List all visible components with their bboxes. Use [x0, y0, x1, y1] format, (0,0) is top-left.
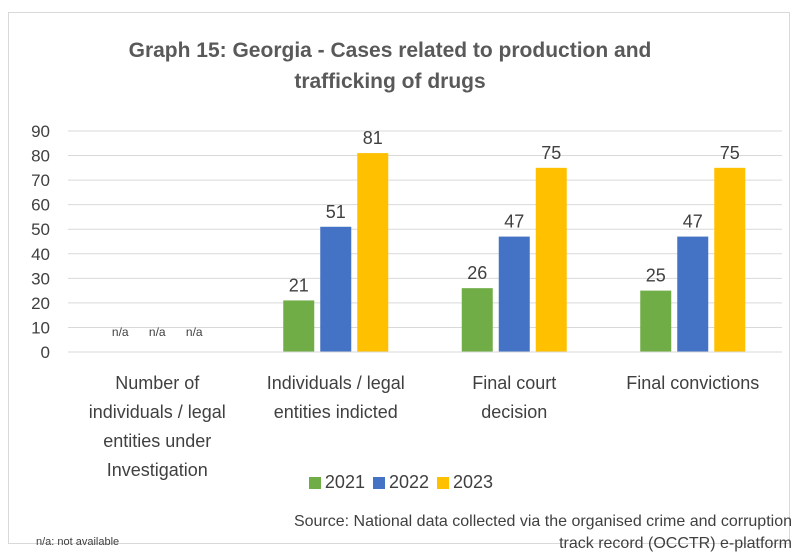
- legend-label-2021: 2021: [324, 472, 365, 492]
- legend-swatch-2021: [308, 476, 321, 489]
- data-label: 51: [326, 202, 346, 222]
- data-label: 26: [467, 263, 487, 283]
- y-tick-label: 20: [31, 294, 50, 313]
- y-tick-label: 40: [31, 245, 50, 264]
- y-tick-label: 70: [31, 171, 50, 190]
- x-category-label: Final convictions: [626, 373, 759, 393]
- y-tick-label: 50: [31, 220, 50, 239]
- legend-item-2023: 2023: [437, 472, 493, 493]
- bar: [498, 236, 530, 352]
- legend-swatch-2022: [372, 476, 385, 489]
- chart-legend: 2021 2022 2023: [0, 472, 802, 493]
- bar: [461, 288, 493, 352]
- x-category-label: entities indicted: [274, 402, 398, 422]
- footnote: n/a: not available: [36, 536, 120, 548]
- x-category-label: entities under: [103, 431, 211, 451]
- bar: [640, 290, 672, 352]
- bar: [677, 236, 709, 352]
- x-category-label: Number of: [115, 373, 200, 393]
- data-label: 81: [363, 128, 383, 148]
- y-tick-label: 90: [31, 122, 50, 141]
- bar: [283, 300, 315, 352]
- y-tick-label: 80: [31, 147, 50, 166]
- legend-item-2022: 2022: [372, 472, 430, 493]
- data-label: 25: [646, 266, 666, 286]
- x-category-label: Investigation: [107, 460, 208, 480]
- bar: [714, 167, 746, 352]
- x-category-label: decision: [481, 402, 547, 422]
- data-label: 47: [504, 212, 524, 232]
- x-category-label: Final court: [472, 373, 556, 393]
- source-note: Source: National data collected via the …: [293, 513, 792, 552]
- legend-label-2022: 2022: [388, 472, 430, 492]
- y-tick-label: 30: [31, 269, 50, 288]
- data-label-na: n/a: [112, 325, 129, 339]
- y-tick-label: 60: [31, 196, 50, 215]
- data-label-na: n/a: [186, 325, 203, 339]
- data-label: 21: [289, 275, 309, 295]
- legend-label-2023: 2023: [453, 472, 494, 492]
- x-category-label: Individuals / legal: [267, 373, 405, 393]
- data-label: 47: [683, 212, 703, 232]
- x-category-label: individuals / legal: [89, 402, 226, 422]
- chart-title: Graph 15: Georgia - Cases related to pro…: [128, 39, 652, 93]
- data-label: 75: [541, 143, 561, 163]
- bar: [357, 153, 389, 352]
- bar: [320, 226, 352, 352]
- bar: [535, 167, 567, 352]
- chart-frame: [8, 12, 790, 544]
- data-label-na: n/a: [149, 325, 166, 339]
- data-label: 75: [720, 143, 740, 163]
- legend-item-2021: 2021: [308, 472, 365, 493]
- y-tick-label: 10: [31, 318, 50, 337]
- legend-swatch-2023: [437, 476, 450, 489]
- y-tick-label: 0: [41, 343, 50, 362]
